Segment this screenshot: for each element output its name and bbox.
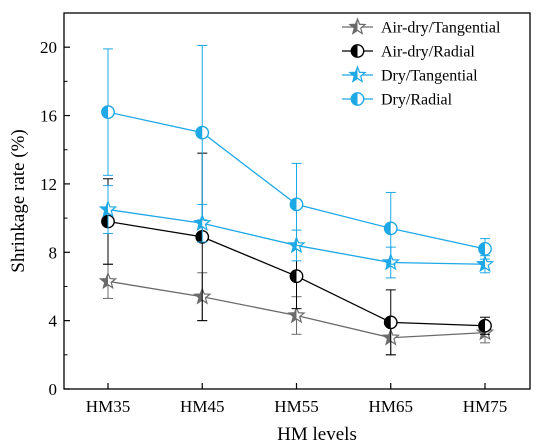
data-point (98, 271, 118, 290)
marker-fill (349, 67, 358, 82)
x-tick-label: HM75 (463, 397, 507, 416)
y-tick-label: 20 (40, 38, 57, 57)
legend-marker (348, 65, 367, 83)
marker-fill (100, 273, 108, 288)
legend-label: Air-dry/Tangential (381, 20, 501, 37)
legend-label: Air-dry/Radial (381, 44, 475, 61)
data-point (289, 269, 304, 284)
marker-fill (477, 256, 485, 271)
y-tick-label: 16 (40, 107, 57, 126)
y-tick-label: 8 (49, 243, 58, 262)
legend-marker (348, 17, 367, 35)
x-tick-label: HM35 (86, 397, 130, 416)
legend-entry: Dry/Radial (342, 92, 453, 109)
data-point (195, 125, 210, 140)
legend-marker (350, 92, 365, 106)
marker-fill (384, 222, 391, 235)
y-axis-title: Shrinkage rate (%) (8, 129, 29, 273)
data-point (478, 241, 492, 256)
marker-fill (477, 324, 485, 340)
marker-fill (196, 230, 203, 244)
legend-marker (350, 44, 365, 58)
plot-area (98, 44, 495, 356)
data-point (383, 315, 398, 330)
marker-fill (383, 329, 391, 345)
x-tick-label: HM65 (369, 397, 413, 416)
marker-fill (101, 215, 108, 228)
data-point (478, 318, 492, 333)
y-tick-label: 0 (49, 380, 58, 399)
axes: 0 4 8 12 16 20 HM35 HM45 HM55 HM65 HM75 (40, 12, 531, 416)
data-point (98, 199, 118, 218)
x-tick-label: HM45 (180, 397, 224, 416)
data-point (475, 254, 495, 273)
legend-label: Dry/Radial (381, 92, 453, 109)
data-point (289, 197, 304, 212)
x-tick-label: HM55 (274, 397, 318, 416)
y-tick-label: 4 (49, 312, 58, 331)
legend-entry: Air-dry/Tangential (342, 17, 501, 37)
marker-fill (100, 201, 108, 217)
y-tick-label: 12 (40, 175, 57, 194)
legend-entry: Air-dry/Radial (342, 44, 475, 61)
data-point (383, 221, 398, 236)
legend-label: Dry/Tangential (381, 68, 478, 85)
marker-fill (196, 126, 203, 139)
marker-fill (101, 105, 108, 119)
marker-fill (351, 92, 358, 106)
data-point (101, 105, 115, 120)
marker-fill (384, 316, 391, 329)
marker-fill (478, 242, 485, 256)
marker-fill (194, 215, 203, 230)
marker-fill (478, 319, 485, 332)
marker-fill (288, 307, 297, 322)
marker-fill (383, 254, 391, 269)
series-dry-radial (101, 44, 492, 265)
marker-fill (351, 44, 358, 58)
data-point (287, 305, 306, 324)
x-axis-title: HM levels (277, 424, 357, 445)
marker-fill (290, 198, 297, 211)
marker-fill (288, 237, 297, 252)
legend: Air-dry/Tangential Air-dry/Radial Dry/Tang… (342, 17, 501, 109)
marker-fill (349, 19, 358, 34)
marker-fill (290, 270, 297, 283)
legend-entry: Dry/Tangential (342, 65, 478, 85)
data-point (193, 213, 212, 232)
marker-fill (194, 288, 203, 304)
